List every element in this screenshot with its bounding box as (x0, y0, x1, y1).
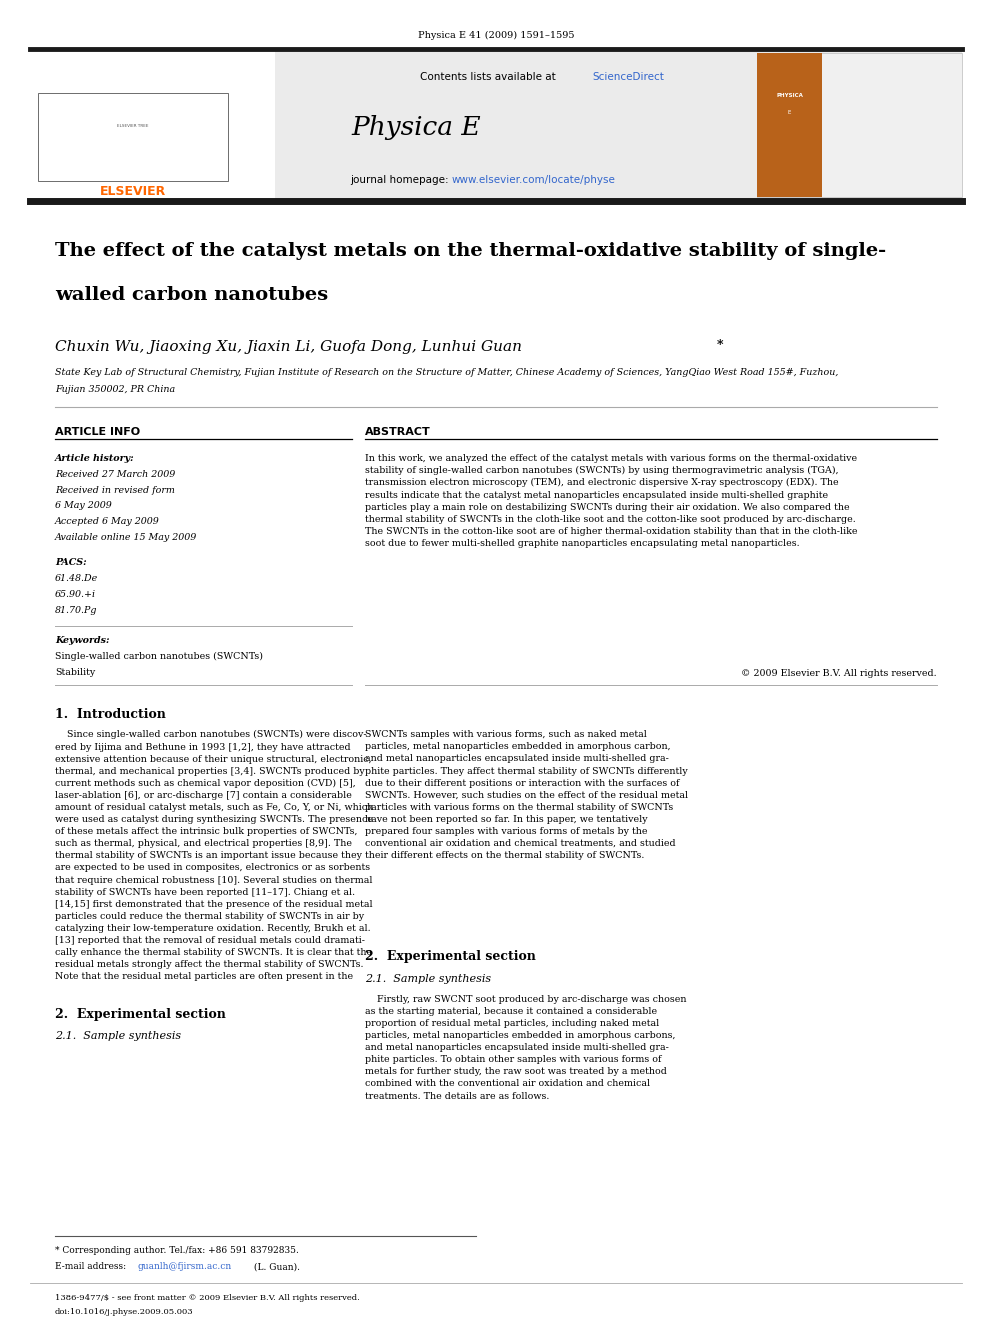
Text: Available online 15 May 2009: Available online 15 May 2009 (55, 533, 197, 542)
Text: ELSEVIER: ELSEVIER (100, 185, 166, 198)
Text: Stability: Stability (55, 668, 95, 677)
Text: PHYSICA: PHYSICA (776, 93, 803, 98)
Bar (30, 49, 275, 201)
Text: Received 27 March 2009: Received 27 March 2009 (55, 470, 176, 479)
Bar (757, 53, 962, 197)
Text: ABSTRACT: ABSTRACT (365, 427, 431, 438)
Text: Physica E 41 (2009) 1591–1595: Physica E 41 (2009) 1591–1595 (418, 32, 574, 40)
Text: www.elsevier.com/locate/physe: www.elsevier.com/locate/physe (452, 175, 616, 185)
Text: 1386-9477/$ - see front matter © 2009 Elsevier B.V. All rights reserved.: 1386-9477/$ - see front matter © 2009 El… (55, 1294, 360, 1302)
Text: 61.48.De: 61.48.De (55, 574, 98, 583)
Text: PACS:: PACS: (55, 558, 86, 568)
Text: SWCNTs samples with various forms, such as naked metal
particles, metal nanopart: SWCNTs samples with various forms, such … (365, 730, 688, 860)
Bar (757, 53, 822, 197)
Text: Accepted 6 May 2009: Accepted 6 May 2009 (55, 517, 160, 527)
Text: Fujian 350002, PR China: Fujian 350002, PR China (55, 385, 176, 394)
Text: Firstly, raw SWCNT soot produced by arc-discharge was chosen
as the starting mat: Firstly, raw SWCNT soot produced by arc-… (365, 995, 686, 1101)
Text: ScienceDirect: ScienceDirect (592, 71, 664, 82)
Text: Chuxin Wu, Jiaoxing Xu, Jiaxin Li, Guofa Dong, Lunhui Guan: Chuxin Wu, Jiaoxing Xu, Jiaxin Li, Guofa… (55, 340, 522, 355)
Text: * Corresponding author. Tel./fax: +86 591 83792835.: * Corresponding author. Tel./fax: +86 59… (55, 1246, 299, 1256)
Text: © 2009 Elsevier B.V. All rights reserved.: © 2009 Elsevier B.V. All rights reserved… (741, 669, 937, 679)
Text: journal homepage:: journal homepage: (350, 175, 452, 185)
Text: E: E (788, 110, 792, 115)
Text: 2.1.  Sample synthesis: 2.1. Sample synthesis (365, 974, 491, 984)
Text: (L. Guan).: (L. Guan). (251, 1262, 300, 1271)
Text: *: * (717, 339, 723, 352)
Text: ELSEVIER TREE: ELSEVIER TREE (117, 123, 149, 128)
Text: ARTICLE INFO: ARTICLE INFO (55, 427, 140, 438)
Text: 2.  Experimental section: 2. Experimental section (55, 1008, 226, 1021)
Text: guanlh@fjirsm.ac.cn: guanlh@fjirsm.ac.cn (137, 1262, 231, 1271)
Bar (742, 49, 962, 201)
Text: doi:10.1016/j.physe.2009.05.003: doi:10.1016/j.physe.2009.05.003 (55, 1308, 193, 1316)
Text: The effect of the catalyst metals on the thermal-oxidative stability of single-: The effect of the catalyst metals on the… (55, 242, 886, 261)
Text: 2.1.  Sample synthesis: 2.1. Sample synthesis (55, 1031, 182, 1041)
Text: Article history:: Article history: (55, 454, 135, 463)
Text: Single-walled carbon nanotubes (SWCNTs): Single-walled carbon nanotubes (SWCNTs) (55, 652, 263, 662)
Text: Physica E: Physica E (351, 115, 481, 139)
Text: Received in revised form: Received in revised form (55, 486, 175, 495)
Bar (275, 49, 742, 201)
Text: State Key Lab of Structural Chemistry, Fujian Institute of Research on the Struc: State Key Lab of Structural Chemistry, F… (55, 368, 838, 377)
Text: 65.90.+i: 65.90.+i (55, 590, 96, 599)
Text: 2.  Experimental section: 2. Experimental section (365, 950, 536, 963)
Text: Keywords:: Keywords: (55, 636, 109, 646)
Text: E-mail address:: E-mail address: (55, 1262, 129, 1271)
Text: Since single-walled carbon nanotubes (SWCNTs) were discov-
ered by Iijima and Be: Since single-walled carbon nanotubes (SW… (55, 730, 373, 982)
Bar (38, 93, 228, 181)
Text: 81.70.Pg: 81.70.Pg (55, 606, 97, 615)
Text: 1.  Introduction: 1. Introduction (55, 708, 166, 721)
Text: Contents lists available at: Contents lists available at (420, 71, 559, 82)
Text: 6 May 2009: 6 May 2009 (55, 501, 112, 511)
Text: In this work, we analyzed the effect of the catalyst metals with various forms o: In this work, we analyzed the effect of … (365, 454, 857, 548)
Text: walled carbon nanotubes: walled carbon nanotubes (55, 286, 328, 304)
